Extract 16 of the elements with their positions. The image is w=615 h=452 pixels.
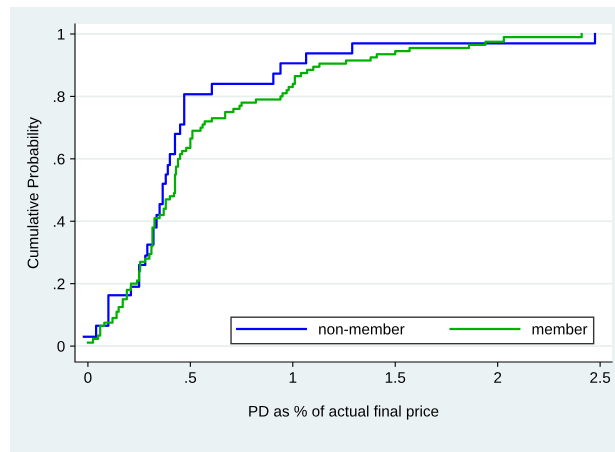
x-tick-label: 2.5 bbox=[590, 372, 610, 383]
x-tick-label: 1.5 bbox=[386, 372, 406, 383]
y-tick-label: .6 bbox=[54, 154, 65, 165]
legend-label: non-member bbox=[319, 323, 404, 335]
x-tick-label: 2 bbox=[494, 372, 502, 383]
y-tick-label: 0 bbox=[57, 340, 65, 352]
x-axis-title: PD as % of actual final price bbox=[249, 405, 438, 420]
x-tick-label: 0 bbox=[84, 372, 92, 383]
y-tick-label: .4 bbox=[54, 216, 65, 227]
y-tick-label: .8 bbox=[54, 91, 65, 102]
x-tick-label: .5 bbox=[185, 372, 196, 383]
y-tick-label: .2 bbox=[54, 278, 65, 290]
x-tick-label: 1 bbox=[290, 372, 296, 383]
y-tick-label: 1 bbox=[58, 29, 65, 40]
y-axis-title: Cumulative Probability bbox=[27, 117, 42, 268]
legend-label: member bbox=[532, 323, 588, 335]
